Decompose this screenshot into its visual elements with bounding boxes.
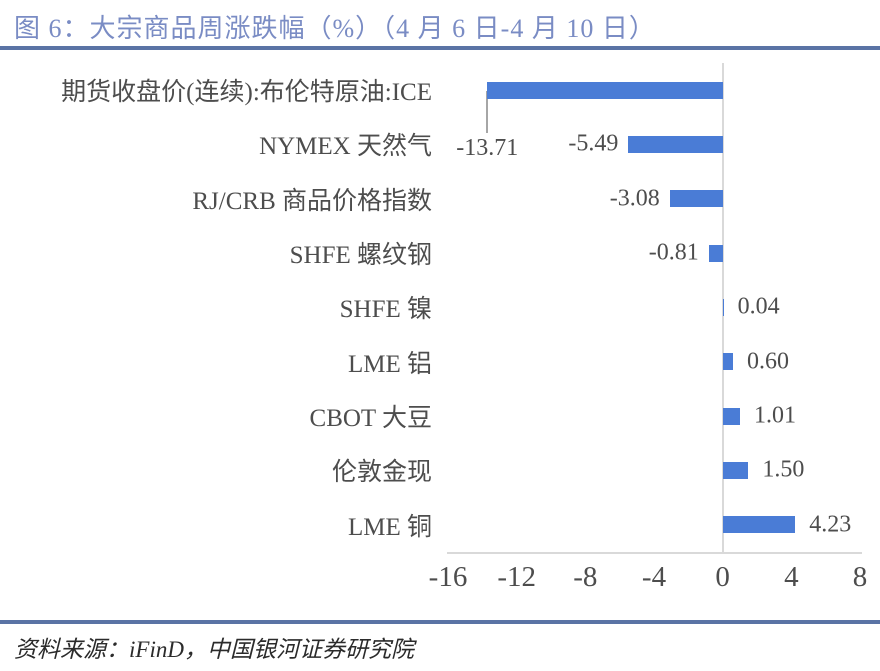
bar-row-cbot-soybean: CBOT 大豆 1.01 bbox=[0, 389, 880, 443]
value-label: -0.81 bbox=[648, 239, 699, 266]
value-label: 1.01 bbox=[754, 402, 796, 429]
bar-row-lme-aluminum: LME 铝 0.60 bbox=[0, 335, 880, 389]
value-label: -5.49 bbox=[568, 130, 619, 157]
x-axis-tick-labels: -16 -12 -8 -4 0 4 8 bbox=[0, 561, 880, 603]
bar-row-brent-crude: 期货收盘价(连续):布伦特原油:ICE -13.71 bbox=[0, 63, 880, 161]
value-label: -13.71 bbox=[456, 135, 519, 161]
bar bbox=[722, 353, 733, 371]
footer-divider-line bbox=[0, 620, 880, 624]
x-tick: 4 bbox=[784, 561, 799, 593]
bar-row-shfe-nickel: SHFE 镍 0.04 bbox=[0, 280, 880, 334]
value-label: -3.08 bbox=[609, 185, 660, 212]
bar bbox=[669, 190, 723, 208]
bar bbox=[487, 81, 723, 99]
x-tick: -8 bbox=[573, 561, 598, 593]
title-divider-line bbox=[0, 46, 880, 50]
x-tick: 8 bbox=[852, 561, 868, 593]
source-note: 资料来源：iFinD，中国银河证券研究院 bbox=[14, 637, 414, 662]
bar-row-shfe-rebar: SHFE 螺纹钢 -0.81 bbox=[0, 226, 880, 280]
bar-row-nymex-gas: NYMEX 天然气 -5.49 bbox=[0, 117, 880, 171]
bar bbox=[722, 461, 749, 479]
x-tick: 0 bbox=[715, 561, 730, 593]
category-label: LME 铝 bbox=[347, 350, 432, 378]
category-label: RJ/CRB 商品价格指数 bbox=[192, 187, 432, 215]
bar bbox=[708, 244, 723, 262]
x-tick: -12 bbox=[497, 561, 536, 593]
category-label: SHFE 镍 bbox=[339, 296, 432, 324]
category-label: SHFE 螺纹钢 bbox=[289, 241, 432, 269]
value-label: 0.60 bbox=[746, 348, 789, 375]
category-label: LME 铜 bbox=[347, 513, 432, 541]
bar bbox=[722, 298, 724, 316]
figure-title: 图 6：大宗商品周涨跌幅（%）（4 月 6 日-4 月 10 日） bbox=[14, 14, 656, 43]
category-label: NYMEX 天然气 bbox=[259, 133, 432, 161]
value-label: 0.04 bbox=[737, 293, 780, 320]
x-axis-line bbox=[447, 552, 862, 554]
bar-row-lme-copper: LME 铜 4.23 bbox=[0, 498, 880, 552]
bar-row-london-gold: 伦敦金现 1.50 bbox=[0, 443, 880, 497]
bar bbox=[722, 516, 796, 534]
category-label: 伦敦金现 bbox=[331, 459, 432, 487]
bar bbox=[628, 135, 723, 153]
data-label-leader-line bbox=[486, 91, 489, 133]
value-label: 4.23 bbox=[809, 511, 852, 538]
x-tick: -4 bbox=[641, 561, 667, 593]
bar-chart: 期货收盘价(连续):布伦特原油:ICE -13.71 NYMEX 天然气 -5.… bbox=[0, 63, 880, 611]
category-label: CBOT 大豆 bbox=[309, 404, 432, 432]
category-label: 期货收盘价(连续):布伦特原油:ICE bbox=[61, 79, 432, 106]
bar-row-rjcrb-index: RJ/CRB 商品价格指数 -3.08 bbox=[0, 172, 880, 226]
bar bbox=[722, 407, 740, 425]
value-label: 1.50 bbox=[762, 456, 805, 483]
x-tick: -16 bbox=[428, 561, 468, 593]
